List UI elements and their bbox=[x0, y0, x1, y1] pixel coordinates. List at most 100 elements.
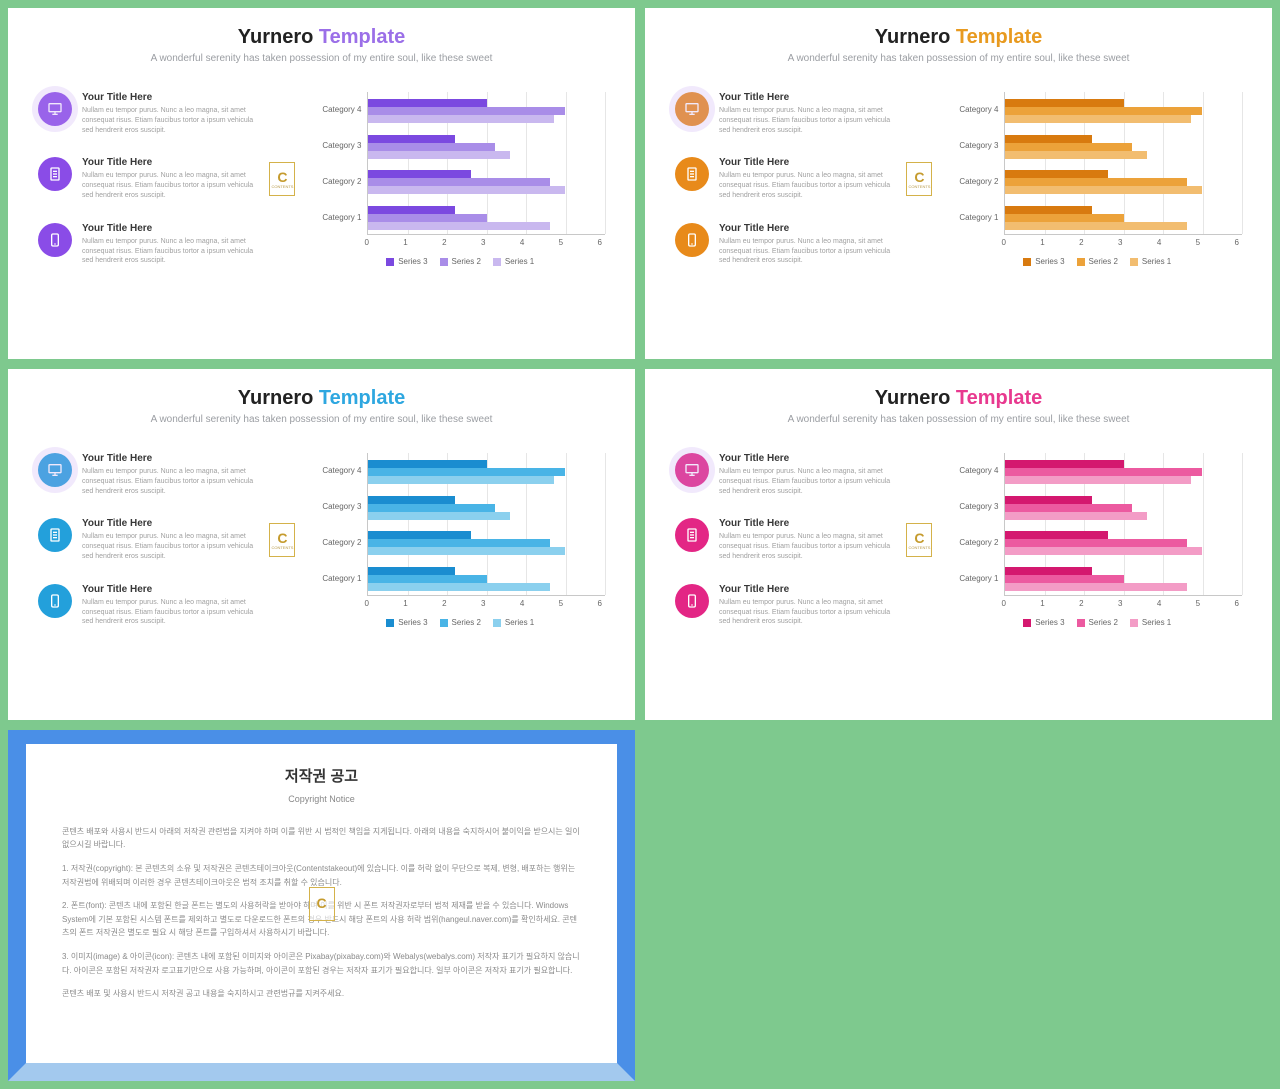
item-text: Your Title HereNullam eu tempor purus. N… bbox=[719, 453, 890, 496]
phone-icon bbox=[38, 584, 72, 618]
item-text: Your Title Here Nullam eu tempor purus. N… bbox=[719, 223, 890, 266]
swatch bbox=[386, 258, 394, 266]
bar-s1 bbox=[368, 547, 565, 555]
ylabel: Category 3 bbox=[952, 141, 998, 150]
swatch bbox=[1023, 258, 1031, 266]
ylabel: Category 4 bbox=[315, 105, 361, 114]
bar-s3 bbox=[368, 496, 455, 504]
item-desc: Nullam eu tempor purus. Nunc a leo magna… bbox=[719, 106, 890, 135]
slide-pink: Yurnero Template A wonderful serenity ha… bbox=[645, 369, 1272, 720]
content-row: .icon-circle[data-name="monitor-icon"]::… bbox=[38, 92, 605, 266]
xtick: 0 bbox=[364, 599, 403, 608]
copyright-p2: 1. 저작권(copyright): 본 콘텐츠의 소유 및 저작권은 콘텐츠테… bbox=[62, 862, 581, 889]
bar-s3 bbox=[368, 567, 455, 575]
monitor-icon: .icon-circle[data-name="monitor-icon"]::… bbox=[38, 92, 72, 126]
list-item: .icon-circle[data-name="monitor-icon"]::… bbox=[38, 92, 253, 135]
left-column: Your Title Here Nullam eu tempor purus. N… bbox=[675, 453, 890, 627]
xtick: 4 bbox=[1157, 599, 1196, 608]
item-text: Your Title Here Nullam eu tempor purus. … bbox=[82, 157, 253, 200]
item-desc: Nullam eu tempor purus. Nunc a leo magna… bbox=[82, 106, 253, 135]
gridline bbox=[1203, 92, 1204, 234]
legend-label: Series 3 bbox=[1035, 257, 1064, 266]
bar-s2 bbox=[1005, 107, 1202, 115]
xtick: 0 bbox=[1001, 599, 1040, 608]
plot-area bbox=[1004, 453, 1242, 596]
bar-s2 bbox=[1005, 178, 1186, 186]
xtick: 6 bbox=[598, 599, 602, 608]
xtick: 4 bbox=[520, 599, 559, 608]
xtick: 0 bbox=[1001, 238, 1040, 247]
slide-purple: Yurnero Template A wonderful serenity ha… bbox=[8, 8, 635, 359]
gridline bbox=[1203, 453, 1204, 595]
list-item: Your Title HereNullam eu tempor purus. N… bbox=[38, 584, 253, 627]
gridline bbox=[605, 92, 606, 234]
slide-copyright: 저작권 공고 Copyright Notice 콘텐츠 배포와 사용시 반드시 … bbox=[8, 730, 635, 1081]
legend-item: Series 3 bbox=[386, 618, 427, 627]
xtick: 3 bbox=[1118, 599, 1157, 608]
item-title: Your Title Here bbox=[82, 92, 253, 103]
bar-s2 bbox=[368, 107, 565, 115]
ylabel: Category 4 bbox=[952, 105, 998, 114]
badge-letter: C bbox=[277, 169, 287, 185]
legend: Series 3 Series 2 Series 1 bbox=[952, 257, 1242, 266]
bar-chart: Category 4Category 3Category 2Category 1 bbox=[952, 92, 1242, 235]
left-column: Your Title HereNullam eu tempor purus. N… bbox=[38, 453, 253, 627]
legend-label: Series 1 bbox=[1142, 618, 1171, 627]
bar-s3 bbox=[1005, 531, 1107, 539]
bar-chart: Category 4Category 3Category 2Category 1 bbox=[315, 453, 605, 596]
gridline bbox=[566, 92, 567, 234]
legend-item: Series 2 bbox=[1077, 618, 1118, 627]
copyright-p5: 콘텐츠 배포 및 사용시 반드시 저작권 공고 내용을 숙지하시고 관련법규를 … bbox=[62, 987, 581, 1001]
swatch bbox=[493, 258, 501, 266]
legend-label: Series 1 bbox=[1142, 257, 1171, 266]
badge-sub: CONTENTS bbox=[908, 546, 930, 550]
clipboard-icon bbox=[38, 518, 72, 552]
item-title: Your Title Here bbox=[82, 157, 253, 168]
item-title: Your Title Here bbox=[719, 518, 890, 529]
phone-icon bbox=[675, 584, 709, 618]
badge-sub: CONTENTS bbox=[271, 185, 293, 189]
item-text: Your Title Here Nullam eu tempor purus. … bbox=[82, 92, 253, 135]
item-text: Your Title HereNullam eu tempor purus. N… bbox=[82, 453, 253, 496]
clipboard-icon bbox=[675, 157, 709, 191]
bar-s1 bbox=[368, 151, 510, 159]
legend: Series 3 Series 2 Series 1 bbox=[315, 618, 605, 627]
item-title: Your Title Here bbox=[719, 453, 890, 464]
left-column: .icon-circle[data-name="monitor-icon"]::… bbox=[38, 92, 253, 266]
bar-s3 bbox=[368, 531, 470, 539]
legend-item: Series 2 bbox=[440, 618, 481, 627]
legend-item: Series 1 bbox=[493, 257, 534, 266]
item-title: Your Title Here bbox=[82, 223, 253, 234]
swatch bbox=[1130, 619, 1138, 627]
chart-column: Category 4Category 3Category 2Category 1… bbox=[952, 92, 1242, 266]
badge-sub: CONTENTS bbox=[908, 185, 930, 189]
item-desc: Nullam eu tempor purus. Nunc a leo magna… bbox=[719, 237, 890, 266]
bar-s2 bbox=[368, 539, 549, 547]
bar-s3 bbox=[368, 460, 486, 468]
xtick: 3 bbox=[481, 599, 520, 608]
item-desc: Nullam eu tempor purus. Nunc a leo magna… bbox=[82, 467, 253, 496]
item-title: Your Title Here bbox=[719, 223, 890, 234]
content-badge: CCONTENTS bbox=[269, 523, 295, 557]
ylabel: Category 3 bbox=[952, 502, 998, 511]
bar-s2 bbox=[1005, 575, 1123, 583]
xtick: 1 bbox=[403, 238, 442, 247]
title-main: Yurnero bbox=[875, 387, 951, 409]
chart-column: Category 4Category 3Category 2Category 1… bbox=[952, 453, 1242, 627]
legend-label: Series 2 bbox=[1089, 618, 1118, 627]
item-desc: Nullam eu tempor purus. Nunc a leo magna… bbox=[719, 598, 890, 627]
item-text: Your Title HereNullam eu tempor purus. N… bbox=[82, 584, 253, 627]
xtick: 4 bbox=[1157, 238, 1196, 247]
content-badge: CCONTENTS bbox=[906, 523, 932, 557]
content-badge: CCONTENTS bbox=[906, 162, 932, 196]
list-item: Your Title Here Nullam eu tempor purus. … bbox=[38, 223, 253, 266]
bar-s1 bbox=[1005, 115, 1190, 123]
legend-label: Series 1 bbox=[505, 257, 534, 266]
bar-s3 bbox=[368, 170, 470, 178]
ylabel: Category 2 bbox=[952, 177, 998, 186]
bar-s3 bbox=[1005, 460, 1123, 468]
item-desc: Nullam eu tempor purus. Nunc a leo magna… bbox=[82, 532, 253, 561]
swatch bbox=[1077, 619, 1085, 627]
bar-s3 bbox=[1005, 496, 1092, 504]
plot-area bbox=[367, 92, 605, 235]
